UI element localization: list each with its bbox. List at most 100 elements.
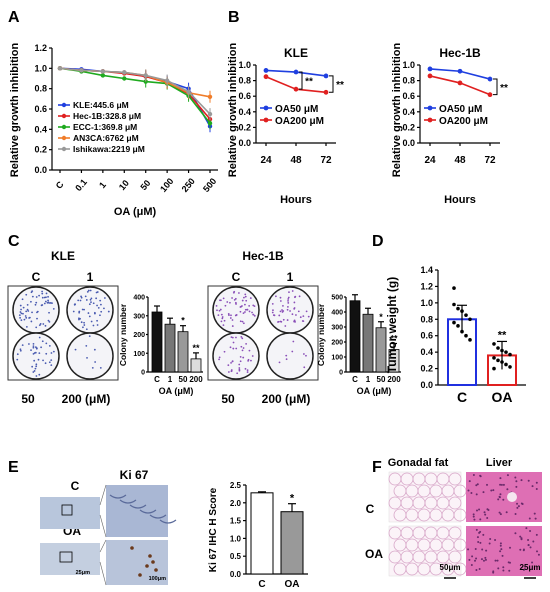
panelC-colony [303, 366, 306, 369]
panelA-point [143, 73, 148, 78]
panelC-colony [241, 299, 244, 302]
panelF-nucleus [476, 536, 479, 539]
panelC-colony [231, 336, 234, 339]
panelF-nucleus [478, 508, 481, 511]
panelE-zoom-line [99, 561, 107, 586]
panelB-point [487, 76, 493, 82]
panelF-nucleus [529, 546, 532, 549]
panelB-point [293, 69, 299, 75]
panelB-ytick-label: 0.8 [402, 76, 415, 86]
panelB-sig-bracket [493, 78, 498, 96]
panelE-ytick-label: 2.5 [230, 481, 242, 490]
panelF-nucleus [509, 546, 512, 549]
panelC-colony [24, 315, 27, 317]
panelC-colony [90, 301, 92, 304]
panelF-nucleus [473, 518, 476, 521]
panelD-ytick-label: 0.6 [420, 331, 433, 341]
panelC-dish-label: 50 [21, 392, 35, 406]
panelF-nucleus [481, 548, 484, 551]
panelC-colony [20, 308, 22, 311]
panelB-point [427, 66, 433, 72]
panelC-colony [286, 308, 289, 311]
panelA-point [79, 68, 84, 73]
panelC-sig: * [181, 316, 185, 326]
panelC-colony [23, 318, 26, 321]
panelB-ytick-label: 0.2 [402, 122, 415, 132]
panelC-colony [217, 314, 220, 317]
panelC-colony [227, 371, 230, 373]
panelC-colony [232, 341, 235, 344]
panelF-nucleus [472, 473, 475, 476]
panelC-colony [32, 371, 35, 373]
panelC-colony [86, 356, 88, 359]
panelD-point [460, 329, 464, 334]
panelB-point [487, 92, 493, 98]
panelC-colony [35, 363, 38, 366]
panelA-ytick-label: 0.6 [34, 104, 47, 114]
panelC-colony [242, 347, 245, 349]
panelF-nucleus [471, 555, 474, 558]
panelC-colony [100, 303, 102, 306]
panelE-ihc-image [106, 485, 168, 537]
panelC-colony [220, 313, 223, 316]
panelF-nucleus [482, 491, 485, 494]
panelF-nucleus [501, 554, 504, 557]
panelF-nucleus [517, 505, 520, 508]
panelC-title: KLE [51, 249, 75, 263]
panelF-nucleus [519, 548, 522, 551]
panelF-nucleus [506, 488, 509, 491]
panelC-colony [244, 303, 246, 306]
panelC-colony [90, 297, 93, 300]
panelC-colony [243, 296, 245, 299]
panelC-dish-label: 1 [287, 270, 294, 284]
panelB-legend-marker [263, 105, 269, 111]
panelC-sig: * [379, 312, 383, 322]
panelC-colony [287, 299, 289, 302]
panelC-colony [239, 306, 242, 308]
panelC-colony [38, 352, 41, 355]
panelC-bar-xtick: 1 [366, 375, 371, 384]
panelF-nucleus [494, 538, 497, 541]
panelF-nucleus [499, 542, 502, 545]
panelC-colony [220, 320, 223, 323]
panelC-colony [85, 345, 88, 347]
panelC-colony [80, 295, 82, 298]
panelB-xtick-label: 24 [260, 155, 272, 166]
panelC-colony [36, 317, 38, 320]
panelC-colony [40, 346, 43, 349]
panelD-bar [447, 318, 477, 386]
panelB-ytick-label: 0.6 [402, 91, 415, 101]
panelE-ki67-stain [148, 554, 152, 558]
panelC-bar-xtick: 200 [387, 375, 401, 384]
panelB-point [293, 86, 299, 92]
panelF-nucleus [476, 509, 479, 512]
panelB-sig-bracket [329, 75, 334, 93]
panelC-colony [298, 295, 301, 298]
panelC-colony [103, 307, 105, 310]
panelC-colony [216, 309, 218, 312]
panelC-colony [278, 314, 281, 317]
panelC-bar [190, 358, 202, 373]
panelC-colony [79, 299, 82, 302]
panelC-colony [99, 299, 102, 302]
panelA-legend-label: Ishikawa:2219 μM [73, 144, 145, 154]
panelC-bar-ytick-label: 400 [133, 295, 145, 302]
panelB-legend-marker [263, 117, 269, 123]
panelE-ki67-stain [130, 546, 134, 550]
panelF-nucleus [516, 506, 519, 509]
panelF-nucleus [515, 485, 518, 488]
panelC-colony [218, 356, 221, 359]
panelF-nucleus [475, 484, 478, 487]
panelC-colony [287, 296, 290, 299]
panelA-ytick-label: 0.0 [34, 165, 47, 175]
panelC-colony [94, 312, 96, 315]
panelF-nucleus [472, 515, 475, 518]
panelB-xtick-label: 48 [290, 155, 302, 166]
panelF-col-title: Gonadal fat [388, 457, 449, 469]
panelC-dish-label: 200 (μM) [262, 392, 311, 406]
panelF-nucleus [502, 566, 505, 569]
panelD-xtick: C [457, 389, 467, 405]
panelE-ihc-thumbnail [40, 497, 100, 529]
panelC-colony [41, 340, 44, 343]
panelA-legend-marker [61, 146, 67, 152]
